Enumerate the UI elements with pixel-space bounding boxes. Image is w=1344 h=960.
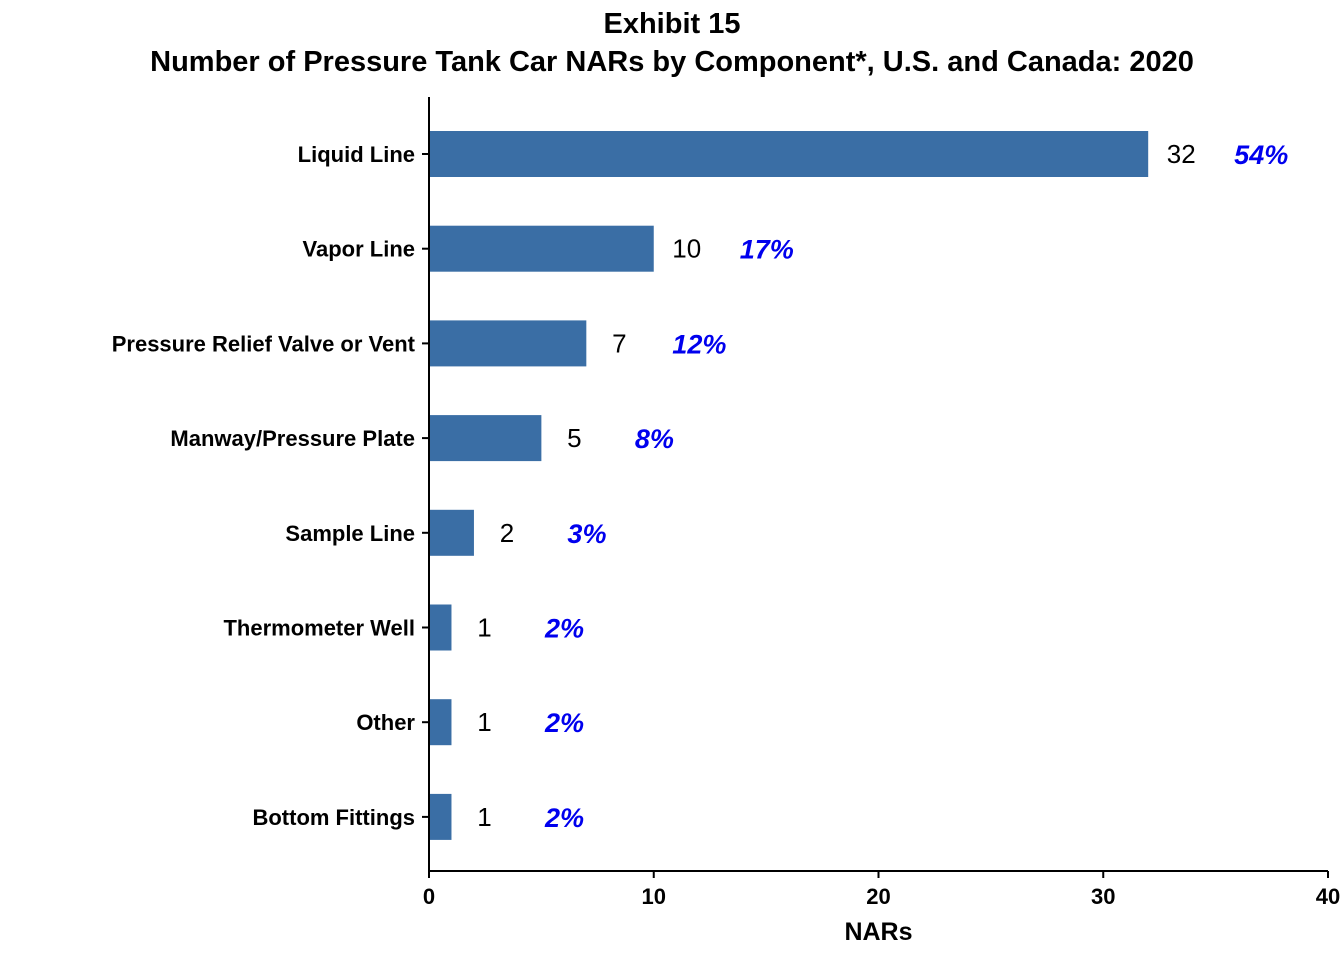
category-label: Liquid Line bbox=[298, 142, 415, 167]
value-label: 1 bbox=[477, 802, 491, 832]
category-label: Manway/Pressure Plate bbox=[170, 426, 415, 451]
x-tick-label: 20 bbox=[866, 884, 890, 909]
bar bbox=[430, 509, 474, 556]
value-label: 32 bbox=[1167, 139, 1196, 169]
category-label: Vapor Line bbox=[303, 237, 415, 262]
category-label: Sample Line bbox=[285, 521, 415, 546]
x-tick-label: 10 bbox=[642, 884, 666, 909]
value-label: 1 bbox=[477, 613, 491, 643]
percent-label: 3% bbox=[567, 519, 606, 549]
category-label: Other bbox=[356, 710, 415, 735]
x-axis-title: NARs bbox=[844, 918, 912, 946]
value-label: 1 bbox=[477, 707, 491, 737]
bar bbox=[430, 320, 587, 367]
bar bbox=[430, 415, 542, 462]
value-label: 5 bbox=[567, 423, 581, 453]
chart-subtitle: Number of Pressure Tank Car NARs by Comp… bbox=[150, 46, 1194, 78]
x-tick-label: 0 bbox=[423, 884, 435, 909]
bar bbox=[430, 225, 654, 272]
percent-label: 2% bbox=[544, 708, 584, 738]
value-label: 2 bbox=[500, 518, 514, 548]
percent-label: 2% bbox=[544, 614, 584, 644]
percent-label: 17% bbox=[740, 235, 794, 265]
bar bbox=[430, 604, 452, 651]
x-tick-label: 40 bbox=[1316, 884, 1340, 909]
percent-label: 12% bbox=[672, 329, 726, 359]
category-label: Thermometer Well bbox=[223, 616, 415, 641]
chart-title: Exhibit 15 bbox=[603, 8, 741, 40]
percent-label: 2% bbox=[544, 803, 584, 833]
percent-label: 54% bbox=[1234, 140, 1288, 170]
percent-label: 8% bbox=[635, 424, 674, 454]
category-label: Pressure Relief Valve or Vent bbox=[112, 331, 416, 356]
bar bbox=[430, 131, 1149, 177]
x-tick-label: 30 bbox=[1091, 884, 1115, 909]
value-label: 7 bbox=[612, 328, 626, 358]
bar bbox=[430, 793, 452, 840]
value-label: 10 bbox=[672, 234, 701, 264]
category-label: Bottom Fittings bbox=[252, 805, 415, 830]
bar bbox=[430, 699, 452, 746]
